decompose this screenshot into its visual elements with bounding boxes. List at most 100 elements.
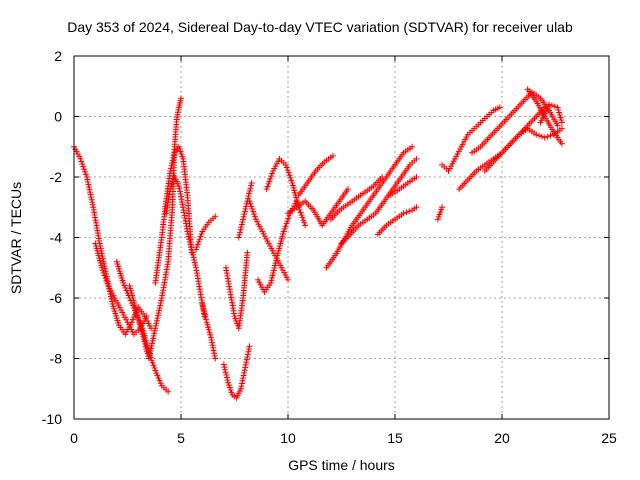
data-point	[251, 211, 258, 218]
data-point	[169, 157, 176, 164]
plot-frame	[73, 55, 610, 420]
y-tick-label: -8	[50, 351, 63, 367]
data-point	[108, 296, 115, 303]
data-point	[241, 369, 248, 376]
data-point	[80, 163, 87, 170]
data-point	[223, 374, 230, 381]
data-point	[205, 326, 212, 333]
data-point	[152, 367, 159, 374]
data-point	[192, 262, 199, 269]
data-point	[409, 143, 416, 150]
data-point	[241, 208, 248, 215]
data-point	[244, 249, 251, 256]
data-point	[151, 327, 158, 334]
data-point	[165, 388, 172, 395]
data-point	[99, 267, 106, 274]
data-point	[193, 244, 200, 251]
data-point	[169, 160, 176, 167]
series-arc-g	[192, 213, 219, 253]
data-point	[153, 317, 160, 324]
y-tick-label: 2	[54, 48, 62, 64]
data-point	[184, 228, 191, 235]
data-point	[406, 208, 413, 215]
series-arc-p	[295, 152, 336, 199]
series-arc-t	[374, 204, 420, 238]
data-point	[83, 174, 90, 180]
data-point	[101, 272, 108, 279]
data-point	[82, 168, 89, 175]
data-point	[329, 152, 336, 159]
data-point	[242, 361, 249, 368]
data-point	[282, 223, 289, 230]
data-point	[120, 279, 127, 286]
data-point	[175, 183, 182, 190]
series-arc-r	[338, 155, 420, 247]
data-point	[246, 190, 253, 197]
data-point	[145, 355, 152, 362]
x-tick-label: 5	[177, 430, 185, 446]
data-point	[541, 134, 548, 141]
data-point	[108, 298, 115, 305]
data-point	[150, 332, 157, 339]
data-point	[211, 352, 218, 359]
data-point	[151, 330, 158, 337]
data-point	[99, 253, 106, 260]
chart-title: Day 353 of 2024, Sidereal Day-to-day VTE…	[67, 19, 573, 35]
x-tick-label: 25	[601, 430, 617, 446]
data-point	[544, 133, 551, 140]
data-point	[242, 205, 249, 212]
data-point	[82, 171, 89, 178]
data-point	[156, 377, 163, 384]
data-point	[240, 372, 247, 379]
data-point	[241, 211, 248, 218]
data-point	[152, 325, 159, 332]
data-point	[238, 383, 245, 390]
data-point	[206, 329, 213, 336]
data-point	[554, 122, 561, 129]
data-point	[269, 170, 276, 177]
x-tick-label: 20	[494, 430, 510, 446]
data-point	[212, 213, 219, 220]
data-point	[238, 224, 245, 231]
data-point	[558, 117, 565, 124]
data-point	[150, 335, 157, 342]
data-point	[154, 312, 161, 319]
data-point	[209, 339, 216, 346]
data-point	[179, 201, 186, 208]
x-tick-label: 15	[387, 430, 403, 446]
series-arc-h	[199, 301, 219, 362]
data-point	[86, 186, 93, 193]
data-point	[205, 324, 212, 331]
data-point	[266, 178, 273, 185]
data-point	[196, 236, 203, 243]
data-point	[248, 203, 255, 210]
series-arc-i	[220, 343, 253, 401]
data-point	[200, 303, 207, 310]
data-point	[202, 314, 209, 321]
data-point	[302, 222, 309, 229]
data-point	[280, 228, 287, 235]
x-tick-label: 10	[280, 430, 296, 446]
series-arc-d	[126, 95, 184, 362]
axis-ticks: 0 5 10 15 20 25 -10 -8 -6 -4 -2 0 2	[42, 48, 617, 446]
data-point	[344, 186, 351, 193]
data-point	[203, 319, 210, 326]
data-point	[244, 353, 251, 360]
data-point	[201, 311, 208, 318]
data-point	[236, 231, 243, 238]
data-point	[147, 347, 154, 354]
data-point	[558, 119, 565, 126]
data-point	[243, 356, 250, 363]
data-point	[301, 219, 308, 226]
series-arc-l	[246, 198, 291, 283]
data-point	[186, 236, 193, 243]
data-point	[222, 366, 229, 373]
data-point	[251, 213, 258, 220]
data-point	[210, 347, 217, 354]
series-arc-v	[434, 204, 446, 223]
data-point	[207, 334, 214, 341]
data-point	[439, 204, 446, 211]
data-point	[170, 152, 177, 159]
data-point	[201, 308, 208, 315]
